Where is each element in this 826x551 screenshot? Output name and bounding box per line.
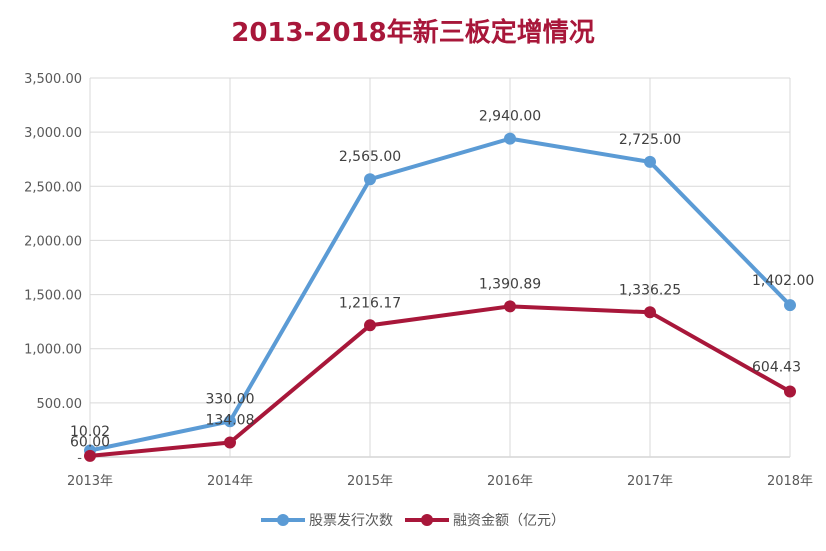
data-point <box>644 155 656 168</box>
data-point <box>224 415 236 428</box>
legend-item-issuance-count[interactable]: 股票发行次数 <box>261 510 393 530</box>
x-tick-label: 2017年 <box>627 474 673 489</box>
data-point <box>784 385 796 398</box>
data-label: 604.43 <box>752 360 801 376</box>
data-label: 2,725.00 <box>619 132 681 148</box>
legend: 股票发行次数 融资金额（亿元） <box>0 510 826 530</box>
data-label: 1,216.17 <box>339 295 401 311</box>
data-point <box>364 319 376 332</box>
data-label: 1,336.25 <box>619 282 681 298</box>
series-line-2 <box>89 304 791 458</box>
y-tick-label: 3,500.00 <box>24 72 82 87</box>
y-tick-label: 3,000.00 <box>24 126 82 141</box>
y-tick-label: - <box>77 451 82 466</box>
data-label: 1,390.89 <box>479 276 541 292</box>
x-tick-label: 2013年 <box>67 474 113 489</box>
legend-label-financing-amount: 融资金额（亿元） <box>453 513 565 529</box>
y-tick-label: 1,500.00 <box>24 289 82 304</box>
legend-swatch-issuance-count <box>261 513 305 527</box>
data-point <box>784 299 796 312</box>
y-tick-label: 2,000.00 <box>24 234 82 249</box>
data-point <box>504 132 516 145</box>
series-line-1 <box>89 136 792 453</box>
data-label: 2,565.00 <box>339 149 401 165</box>
x-tick-label: 2016年 <box>487 474 533 489</box>
data-label: 2,940.00 <box>479 109 541 125</box>
data-point <box>364 173 376 186</box>
chart-title: 2013-2018年新三板定增情况 <box>231 18 595 48</box>
data-point <box>224 436 236 449</box>
legend-swatch-financing-amount <box>405 513 449 527</box>
y-tick-label: 2,500.00 <box>24 180 82 195</box>
data-point <box>644 306 656 319</box>
x-tick-label: 2018年 <box>767 474 813 489</box>
y-tick-label: 500.00 <box>37 397 83 412</box>
data-point <box>84 449 96 462</box>
data-label: 330.00 <box>206 391 255 407</box>
data-label: 60.00 <box>70 435 110 451</box>
legend-item-financing-amount[interactable]: 融资金额（亿元） <box>405 510 565 530</box>
x-tick-label: 2014年 <box>207 474 253 489</box>
data-label: 10.02 <box>70 424 110 440</box>
legend-label-issuance-count: 股票发行次数 <box>309 513 393 529</box>
x-tick-label: 2015年 <box>347 474 393 489</box>
y-tick-label: 1,000.00 <box>24 343 82 358</box>
data-point <box>504 300 516 313</box>
data-label: 1,402.00 <box>752 273 814 289</box>
data-label: 134.08 <box>206 412 255 428</box>
